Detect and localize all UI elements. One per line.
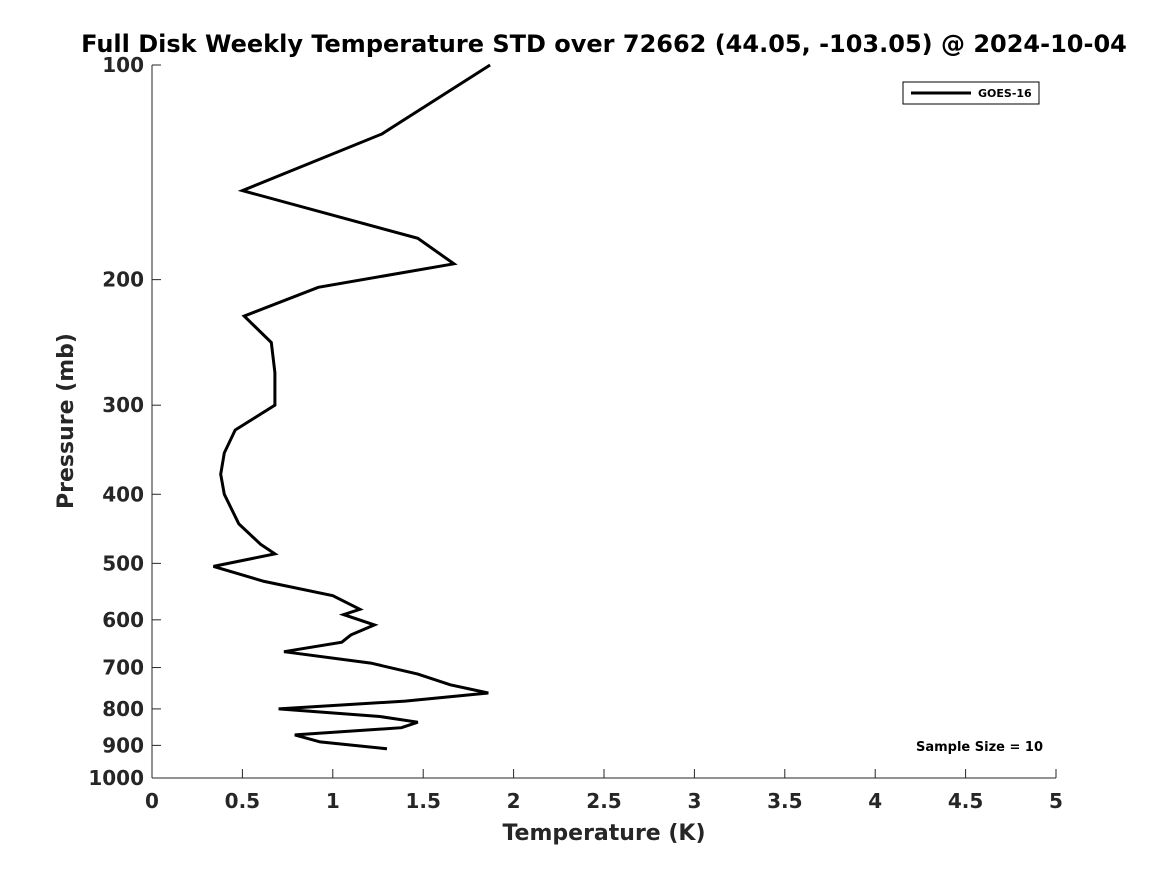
y-tick-label: 100 — [102, 53, 144, 77]
x-tick-label: 4.5 — [948, 789, 983, 813]
x-tick-label: 1.5 — [405, 789, 440, 813]
y-tick-label: 300 — [102, 393, 144, 417]
y-tick-label: 600 — [102, 608, 144, 632]
x-tick-label: 2.5 — [586, 789, 621, 813]
sample-size-annotation: Sample Size = 10 — [916, 740, 1043, 755]
y-tick-label: 400 — [102, 482, 144, 506]
x-tick-label: 5 — [1049, 789, 1063, 813]
y-axis-ticks: 100 200 300 400 500 600 700 800 900 1000 — [88, 53, 161, 790]
chart-title: Full Disk Weekly Temperature STD over 72… — [81, 30, 1127, 58]
plot-area — [152, 65, 1056, 778]
legend-label-goes-16: GOES-16 — [978, 87, 1032, 100]
x-tick-label: 2 — [507, 789, 521, 813]
y-tick-label: 700 — [102, 656, 144, 680]
x-tick-label: 4 — [868, 789, 882, 813]
y-tick-label: 200 — [102, 268, 144, 292]
y-tick-label: 800 — [102, 697, 144, 721]
series-group — [213, 63, 491, 751]
y-tick-label: 1000 — [88, 766, 144, 790]
x-tick-label: 0 — [145, 789, 159, 813]
x-tick-label: 0.5 — [225, 789, 260, 813]
legend: GOES-16 — [902, 81, 1040, 105]
x-tick-label: 3 — [687, 789, 701, 813]
x-tick-label: 1 — [326, 789, 340, 813]
y-tick-label: 900 — [102, 733, 144, 757]
y-tick-label: 500 — [102, 551, 144, 575]
x-tick-label: 3.5 — [767, 789, 802, 813]
x-axis-ticks: 0 0.5 1 1.5 2 2.5 3 3.5 4 4.5 5 — [145, 769, 1063, 813]
y-axis-label: Pressure (mb) — [54, 333, 79, 509]
x-axis-label: Temperature (K) — [502, 821, 705, 846]
series-line-goes-16 — [213, 63, 491, 751]
